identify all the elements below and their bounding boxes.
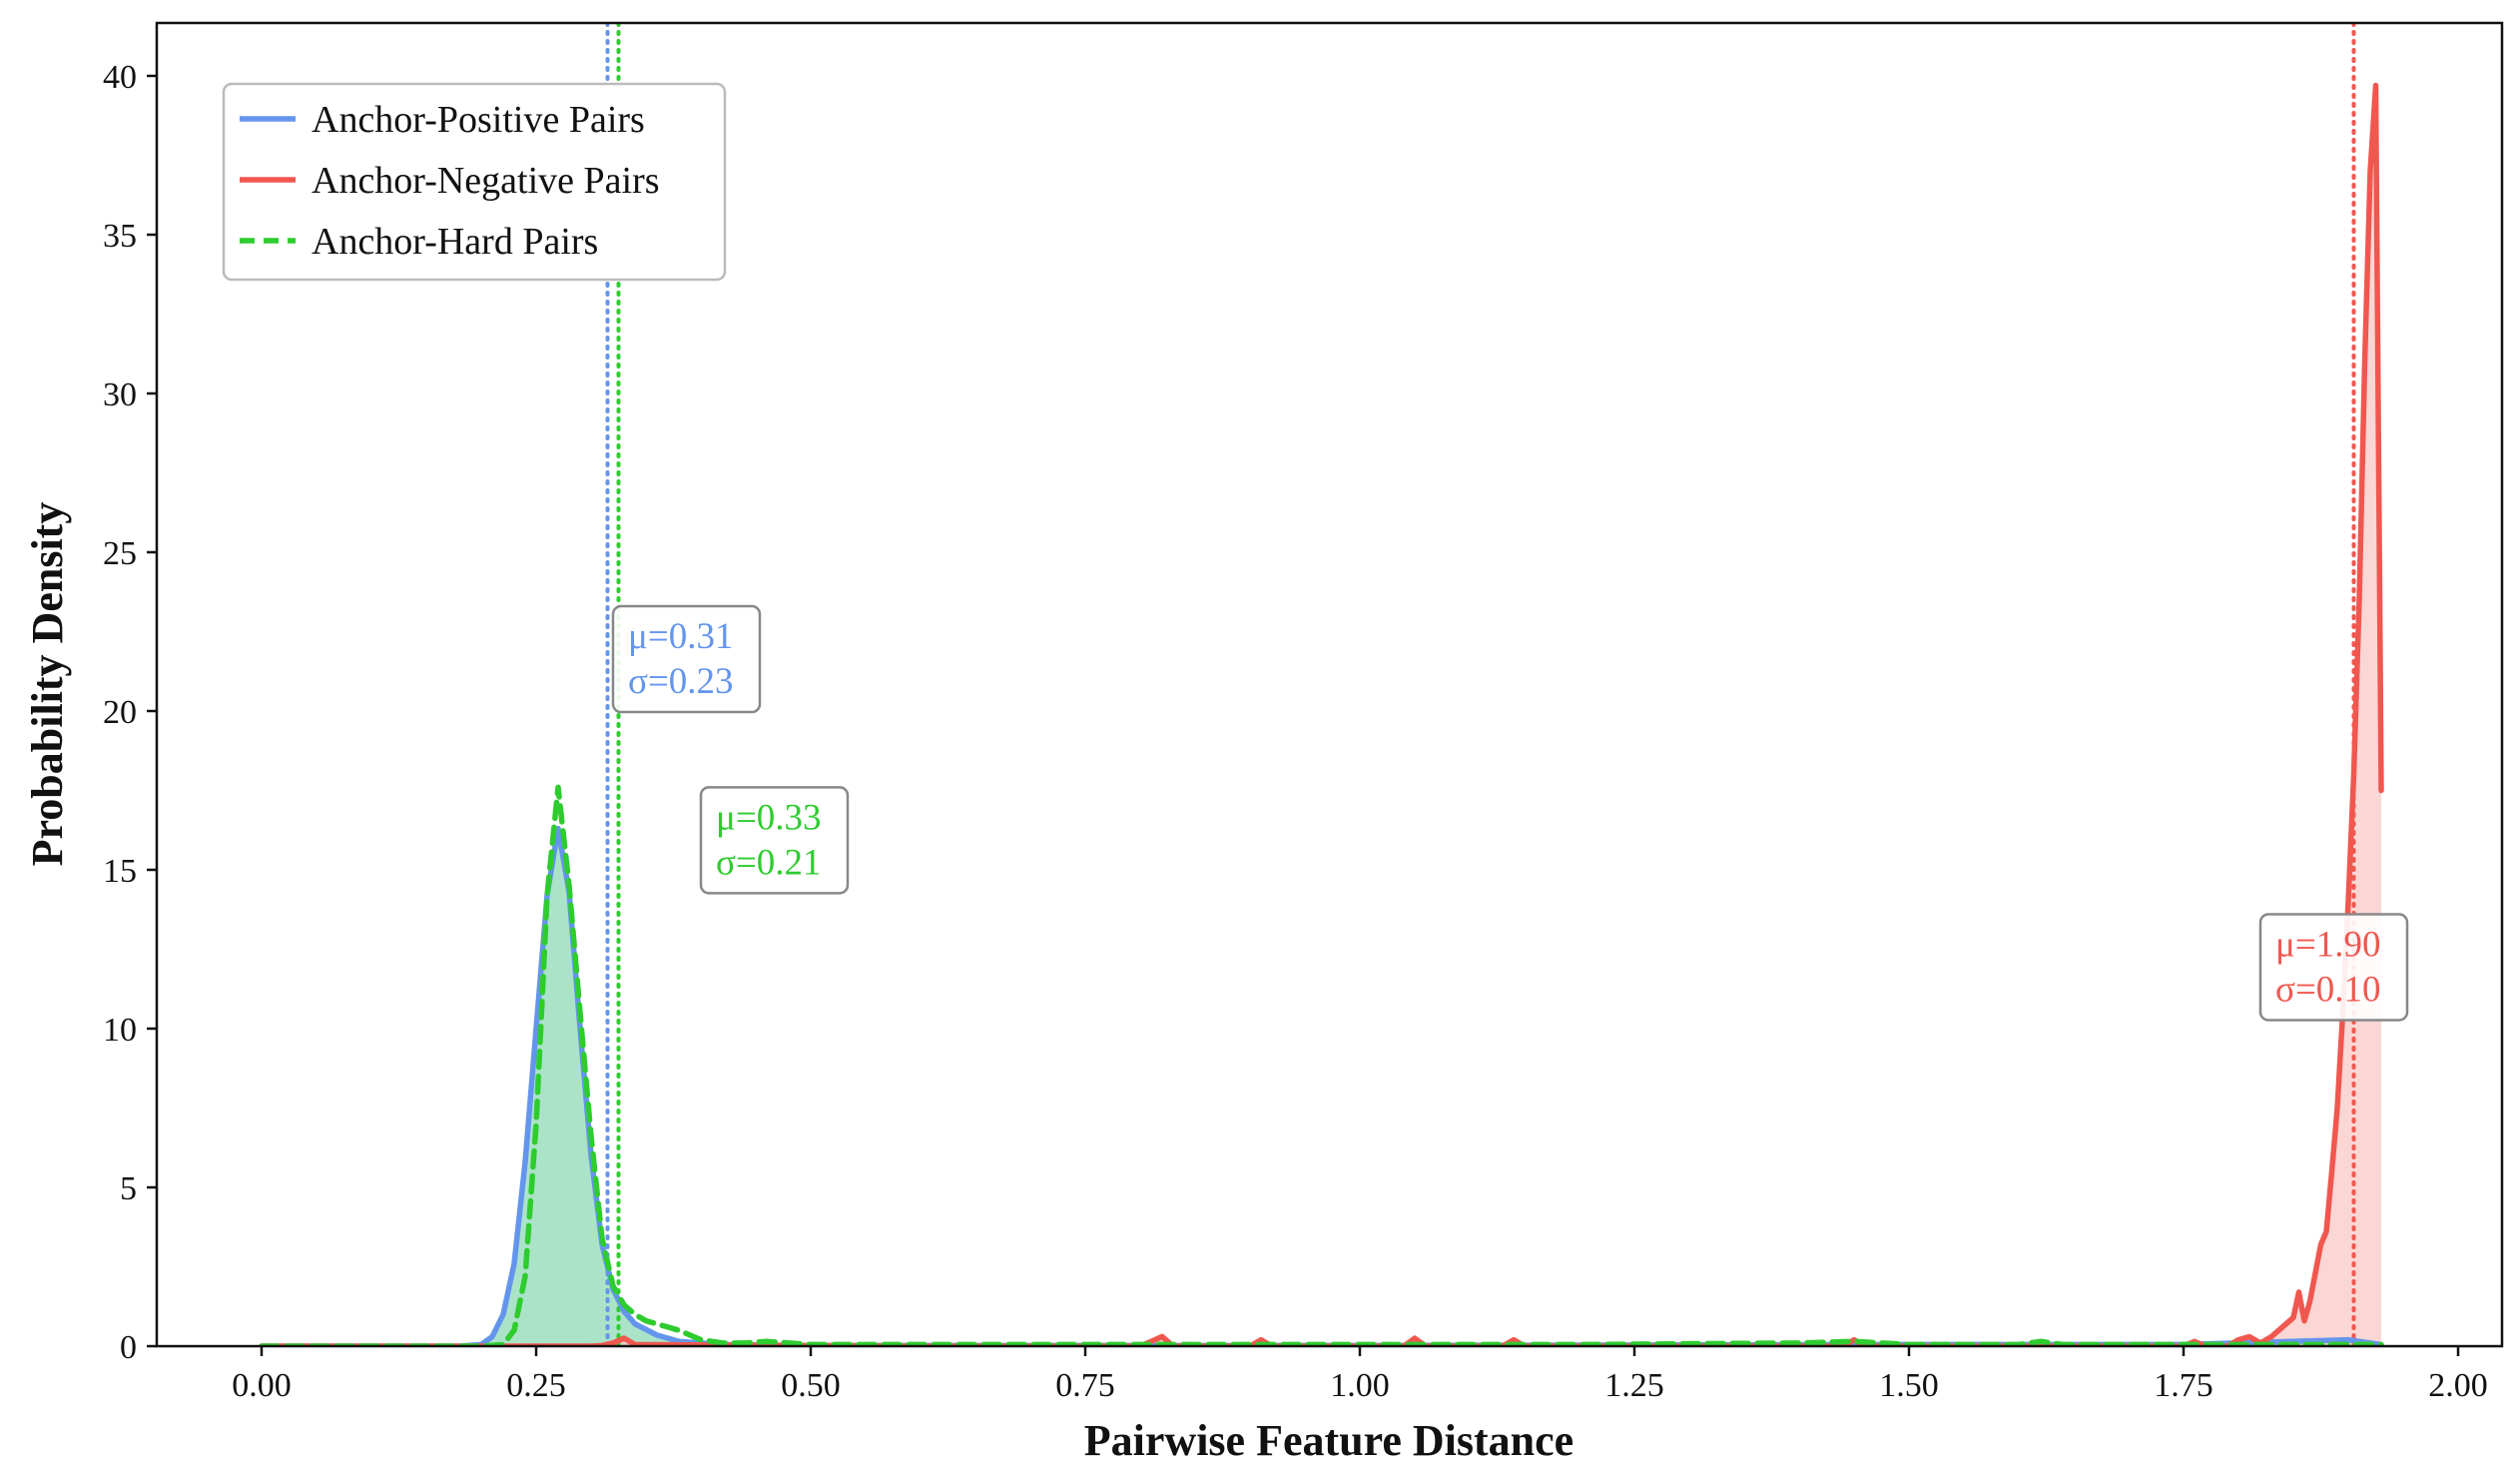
y-tick-label: 25: [103, 535, 137, 572]
annotation-mean: μ=1.90: [2275, 925, 2380, 966]
y-tick-label: 35: [103, 218, 137, 255]
annotation-std: σ=0.23: [628, 661, 734, 702]
x-axis: 0.00 0.25 0.50 0.75 1.00 1.25 1.50 1.75 2.00: [232, 1346, 2488, 1404]
y-axis-title: Probability Density: [23, 502, 72, 867]
annotation-std: σ=0.10: [2275, 970, 2381, 1011]
y-tick-label: 5: [120, 1170, 137, 1207]
y-tick-label: 10: [103, 1012, 137, 1049]
legend-label-2: Anchor-Negative Pairs: [312, 160, 660, 202]
annotation-mean: μ=0.31: [628, 616, 733, 657]
x-tick-label: 0.00: [232, 1367, 292, 1404]
y-tick-label: 40: [103, 59, 137, 96]
annotation-mean: μ=0.33: [716, 797, 821, 838]
annotation-layer: μ=0.31σ=0.23 μ=0.33σ=0.21 μ=1.90σ=0.10: [611, 604, 2409, 1022]
x-tick-label: 0.50: [781, 1367, 841, 1404]
x-tick-label: 2.00: [2428, 1367, 2488, 1404]
series-line-3: [259, 784, 2384, 1346]
x-tick-label: 1.50: [1879, 1367, 1939, 1404]
y-axis: 0 5 10 15 20 25 30 35 40: [103, 59, 157, 1366]
annotation-box-2: μ=0.33σ=0.21: [699, 786, 850, 895]
y-tick-label: 30: [103, 376, 137, 413]
x-tick-label: 1.75: [2154, 1367, 2213, 1404]
plot-frame: [155, 21, 2504, 1348]
legend-label-3: Anchor-Hard Pairs: [312, 221, 598, 263]
legend-label-1: Anchor-Positive Pairs: [312, 99, 645, 141]
x-tick-label: 1.25: [1604, 1367, 1664, 1404]
annotation-box-1: μ=0.31σ=0.23: [611, 604, 762, 714]
x-tick-label: 0.75: [1055, 1367, 1115, 1404]
y-tick-label: 0: [120, 1329, 137, 1366]
x-axis-title: Pairwise Feature Distance: [1084, 1416, 1574, 1465]
annotation-std: σ=0.21: [716, 842, 822, 883]
x-tick-label: 1.00: [1330, 1367, 1390, 1404]
series-fill-1: [262, 828, 2381, 1346]
annotation-box-3: μ=1.90σ=0.10: [2258, 913, 2409, 1022]
legend: Anchor-Positive Pairs Anchor-Negative Pai…: [222, 82, 727, 282]
y-tick-label: 15: [103, 853, 137, 890]
legend-frame: [222, 82, 727, 282]
y-tick-label: 20: [103, 694, 137, 731]
x-tick-label: 0.25: [506, 1367, 566, 1404]
